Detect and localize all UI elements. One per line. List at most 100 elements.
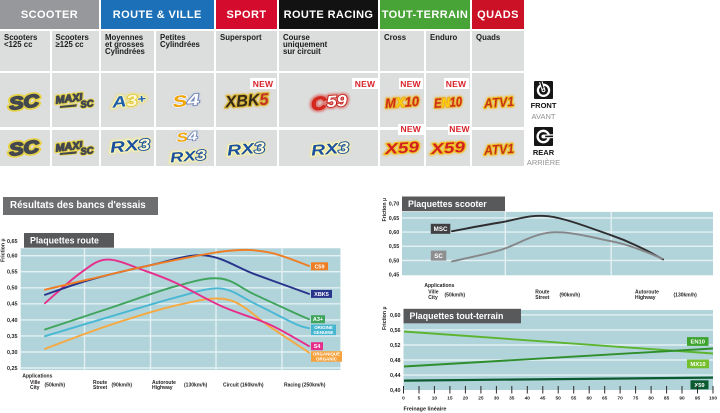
svg-text:SC: SC [8, 136, 41, 160]
svg-text:ATV1: ATV1 [483, 93, 515, 110]
svg-text:55: 55 [571, 396, 577, 402]
svg-text:(130km/h): (130km/h) [674, 292, 698, 298]
svg-text:SC: SC [8, 136, 41, 160]
svg-text:Friction µ: Friction µ [382, 198, 388, 221]
svg-text:(50km/h): (50km/h) [445, 292, 466, 298]
svg-text:A3+: A3+ [313, 317, 323, 323]
svg-text:ORIGINE: ORIGINE [314, 325, 333, 330]
svg-text:GENUINE: GENUINE [313, 330, 333, 335]
svg-text:70: 70 [617, 396, 623, 402]
svg-text:Circuit (160km/h): Circuit (160km/h) [223, 383, 264, 389]
svg-text:0,56: 0,56 [390, 328, 401, 334]
svg-text:SC: SC [80, 97, 94, 110]
svg-text:RX3: RX 3 [310, 138, 350, 158]
svg-text:SC: SC [434, 253, 443, 260]
svg-text:RX3: RX 3 [226, 138, 266, 158]
svg-text:Plaquettes tout-terrain: Plaquettes tout-terrain [410, 311, 504, 321]
svg-text:10: 10 [432, 396, 438, 402]
svg-text:25: 25 [478, 396, 484, 402]
svg-text:ATV1: ATV1 [483, 140, 515, 157]
svg-text:XBK5: XBK5 [224, 90, 270, 111]
svg-text:Freinage linéaire: Freinage linéaire [404, 407, 447, 413]
svg-text:EN10: EN10 [434, 94, 463, 111]
svg-text:S4: S4 [175, 129, 197, 145]
svg-text:95: 95 [695, 396, 701, 402]
svg-text:MAXI: MAXI [55, 139, 84, 154]
svg-text:40: 40 [525, 396, 531, 402]
svg-text:S4: S4 [172, 91, 201, 111]
svg-text:RX3: RX 3 [109, 136, 151, 156]
svg-text:MAXI: MAXI [55, 139, 84, 154]
svg-text:EN10: EN10 [434, 94, 463, 111]
svg-text:0,30: 0,30 [7, 350, 18, 356]
svg-text:ATV1: ATV1 [483, 140, 515, 157]
svg-text:0,35: 0,35 [7, 334, 18, 340]
svg-text:15: 15 [447, 396, 453, 402]
svg-text:ORGANIQUE: ORGANIQUE [313, 351, 340, 356]
svg-text:0,55: 0,55 [7, 270, 18, 276]
svg-text:0,45: 0,45 [389, 273, 400, 279]
svg-text:RX3: RX 3 [109, 136, 151, 156]
svg-text:MX10: MX10 [385, 93, 420, 110]
svg-text:S4: S4 [172, 91, 201, 111]
svg-text:X59: X59 [383, 138, 420, 157]
svg-text:0: 0 [402, 396, 405, 402]
svg-text:Autoroute: Autoroute [152, 380, 176, 386]
svg-text:RX3: RX 3 [226, 138, 266, 158]
svg-text:50: 50 [556, 396, 562, 402]
svg-text:RX3: RX 3 [169, 146, 207, 165]
svg-text:RX3: RX 3 [169, 146, 207, 165]
svg-text:City: City [428, 295, 438, 301]
svg-text:SC: SC [80, 145, 94, 158]
svg-text:C59: C59 [310, 90, 347, 113]
svg-text:0,45: 0,45 [7, 302, 18, 308]
svg-text:C59: C59 [310, 90, 347, 113]
svg-text:20: 20 [463, 396, 469, 402]
svg-text:0,48: 0,48 [390, 358, 401, 364]
svg-text:EN10: EN10 [690, 340, 705, 346]
svg-text:100: 100 [709, 396, 717, 402]
svg-text:X59: X59 [383, 138, 420, 157]
svg-text:Plaquettes route: Plaquettes route [30, 236, 99, 246]
svg-text:0,40: 0,40 [390, 388, 401, 394]
svg-text:0,52: 0,52 [390, 343, 401, 349]
svg-text:X59: X59 [429, 138, 466, 157]
svg-text:Autoroute: Autoroute [635, 290, 659, 296]
svg-text:Friction µ: Friction µ [1, 239, 7, 262]
svg-text:MSC: MSC [434, 226, 448, 233]
svg-text:90: 90 [679, 396, 685, 402]
svg-text:Street: Street [93, 385, 108, 391]
svg-text:0,25: 0,25 [7, 366, 18, 372]
svg-text:Street: Street [535, 295, 550, 301]
svg-text:A3+: A3+ [109, 90, 146, 111]
svg-text:SC: SC [80, 145, 94, 158]
svg-text:City: City [30, 385, 40, 391]
svg-text:SC: SC [8, 90, 41, 114]
svg-text:(50km/h): (50km/h) [45, 383, 66, 389]
svg-text:0,65: 0,65 [7, 239, 18, 245]
svg-text:0,70: 0,70 [389, 202, 400, 208]
svg-text:0,44: 0,44 [390, 373, 401, 379]
svg-text:Racing (250km/h): Racing (250km/h) [284, 383, 326, 389]
svg-text:85: 85 [664, 396, 670, 402]
svg-text:45: 45 [540, 396, 546, 402]
svg-text:0,65: 0,65 [389, 216, 400, 222]
svg-text:A3+: A3+ [109, 90, 146, 111]
svg-text:Applications: Applications [424, 283, 454, 289]
svg-text:Plaquettes scooter: Plaquettes scooter [408, 199, 487, 209]
svg-text:S4: S4 [175, 129, 197, 145]
svg-text:0,60: 0,60 [7, 254, 18, 260]
svg-text:Friction µ: Friction µ [382, 307, 388, 330]
svg-text:S4: S4 [314, 344, 322, 350]
svg-text:75: 75 [633, 396, 639, 402]
svg-text:X59: X59 [429, 138, 466, 157]
svg-text:C59: C59 [314, 264, 324, 270]
svg-text:Route: Route [535, 290, 549, 296]
svg-text:Ville: Ville [30, 380, 40, 386]
svg-text:(90km/h): (90km/h) [560, 292, 581, 298]
svg-text:XBK5: XBK5 [224, 90, 270, 111]
svg-text:30: 30 [494, 396, 500, 402]
svg-text:XBK5: XBK5 [314, 292, 329, 298]
svg-text:35: 35 [509, 396, 515, 402]
svg-text:MX10: MX10 [690, 362, 705, 368]
